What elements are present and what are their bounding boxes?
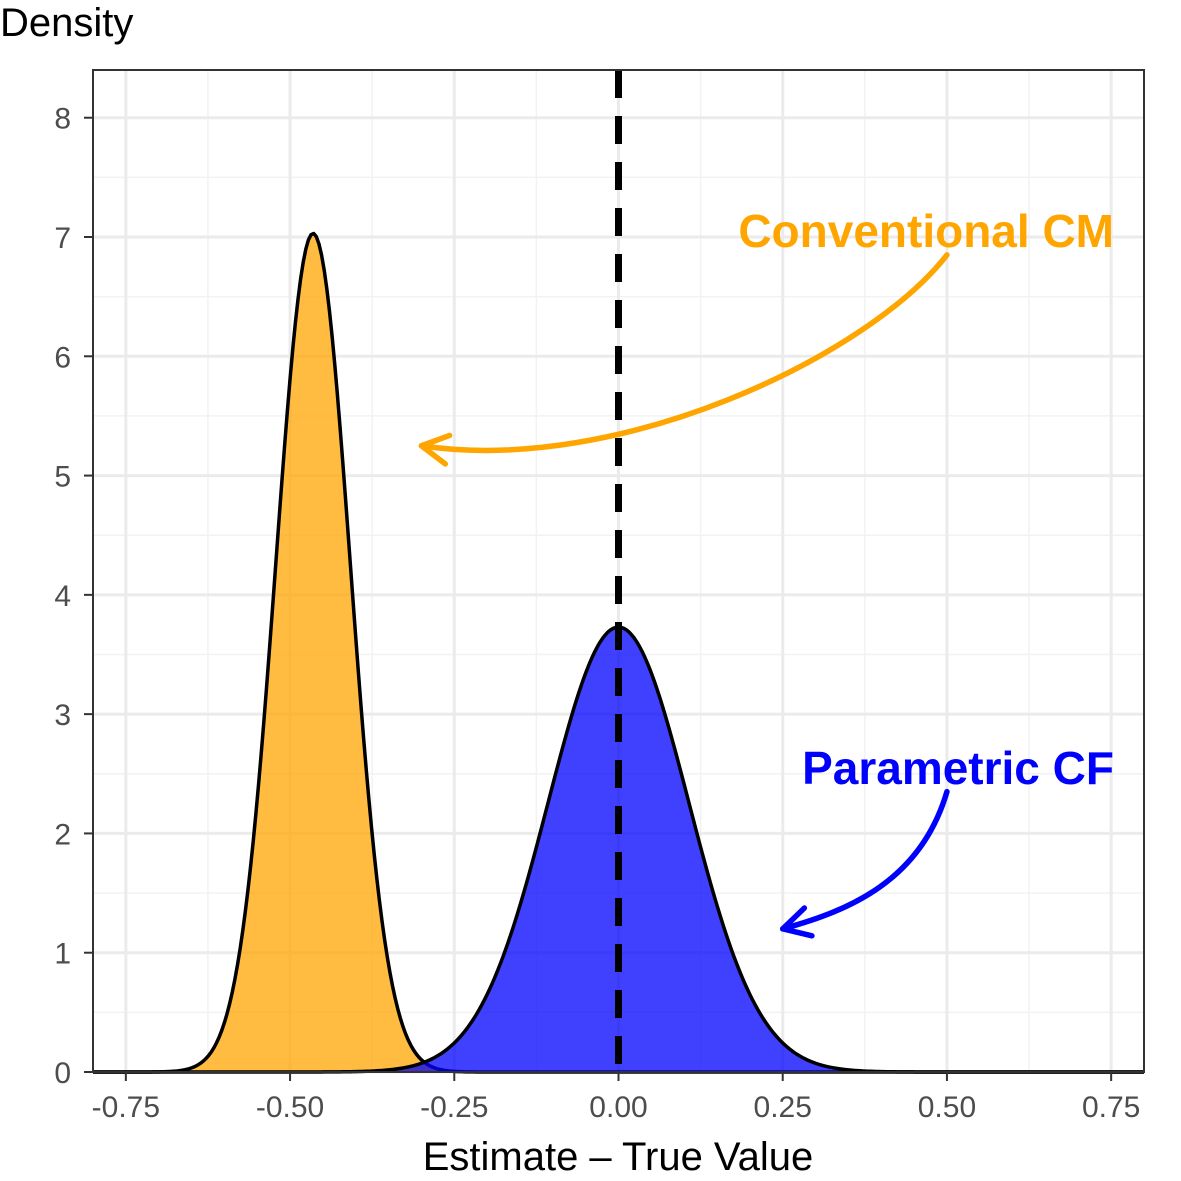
y-axis-ticks: 0 1 2 3 4 5 6 7 8 [54,103,93,1090]
annotation-arrowhead-conventional-cm [418,432,453,467]
annotation-label-conventional-cm: Conventional CM [738,205,1114,257]
x-tick-label: -0.75 [92,1091,160,1124]
x-tick-label: 0.75 [1082,1091,1140,1124]
y-axis-title: Density [0,1,133,45]
annotation-arrow-parametric-cf [779,788,950,932]
y-tick-label: 4 [54,580,71,613]
x-tick-label: 0.50 [918,1091,976,1124]
x-tick-label: -0.50 [256,1091,324,1124]
y-tick-label: 6 [54,341,71,374]
x-tick-label: 0.00 [589,1091,647,1124]
annotation-label-parametric-cf: Parametric CF [802,742,1114,794]
x-axis-ticks: -0.75 -0.50 -0.25 0.00 0.25 0.50 0.75 [92,1072,1140,1124]
x-tick-label: 0.25 [754,1091,812,1124]
annotation-arrowhead-parametric-cf [779,905,815,939]
y-tick-label: 1 [54,938,71,971]
density-fill-parametric-cf [93,627,1144,1072]
x-axis-title: Estimate – True Value [423,1135,814,1179]
y-tick-label: 8 [54,103,71,136]
y-tick-label: 0 [54,1057,71,1090]
density-fill-conventional-cm [93,233,1144,1073]
x-tick-label: -0.25 [420,1091,488,1124]
annotations: Conventional CM Parametric CF [418,205,1114,939]
y-tick-label: 2 [54,818,71,851]
y-tick-label: 3 [54,699,71,732]
y-tick-label: 5 [54,461,71,494]
annotation-arrow-conventional-cm [418,252,950,454]
y-tick-label: 7 [54,222,71,255]
